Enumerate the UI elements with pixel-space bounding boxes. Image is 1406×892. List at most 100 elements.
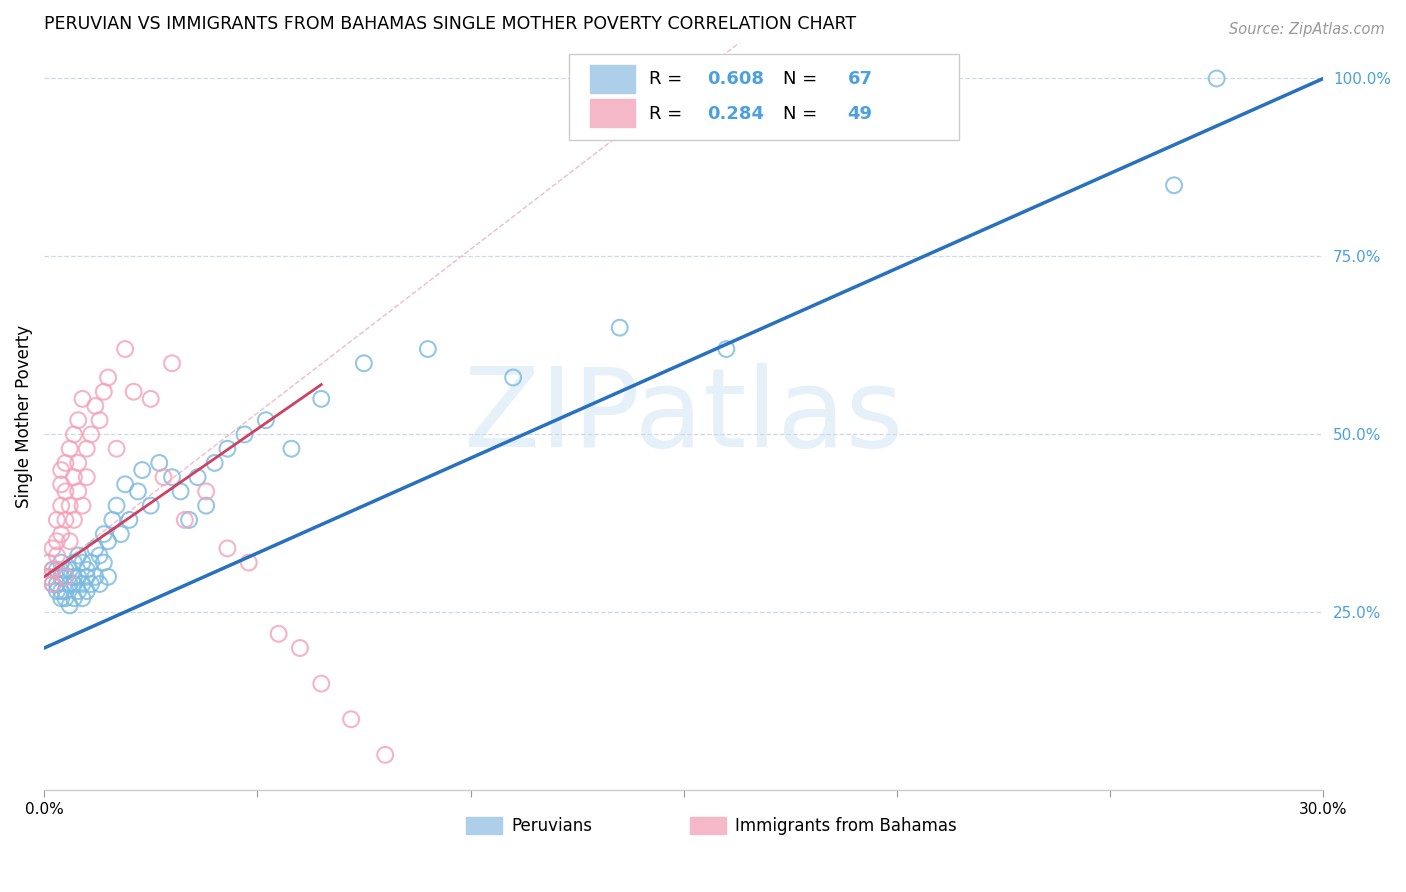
- Point: [353, 356, 375, 370]
- Point: [55, 513, 77, 527]
- Point: [139, 392, 162, 406]
- Point: [76, 563, 98, 577]
- Point: [169, 484, 191, 499]
- Point: [59, 577, 82, 591]
- Point: [41, 541, 63, 556]
- Point: [45, 577, 67, 591]
- Point: [72, 591, 94, 606]
- Point: [238, 556, 260, 570]
- Point: [45, 563, 67, 577]
- Point: [97, 534, 120, 549]
- Point: [93, 384, 115, 399]
- Point: [114, 477, 136, 491]
- Point: [80, 427, 103, 442]
- Point: [45, 534, 67, 549]
- Point: [148, 456, 170, 470]
- Point: [118, 513, 141, 527]
- Point: [93, 527, 115, 541]
- Point: [51, 570, 73, 584]
- Point: [84, 570, 107, 584]
- Text: 67: 67: [848, 70, 873, 87]
- Point: [51, 527, 73, 541]
- Point: [63, 577, 86, 591]
- Point: [41, 577, 63, 591]
- Point: [45, 584, 67, 599]
- Point: [59, 534, 82, 549]
- Point: [93, 556, 115, 570]
- Point: [41, 563, 63, 577]
- Point: [41, 577, 63, 591]
- Point: [374, 747, 396, 762]
- Point: [254, 413, 277, 427]
- Text: Peruvians: Peruvians: [510, 817, 592, 835]
- Point: [72, 392, 94, 406]
- Point: [101, 513, 124, 527]
- Point: [267, 627, 290, 641]
- Point: [177, 513, 200, 527]
- Point: [59, 499, 82, 513]
- Point: [72, 556, 94, 570]
- Text: 0.608: 0.608: [707, 70, 763, 87]
- Point: [37, 556, 59, 570]
- Point: [288, 641, 311, 656]
- Point: [45, 549, 67, 563]
- Point: [127, 484, 149, 499]
- Point: [139, 499, 162, 513]
- Point: [173, 513, 195, 527]
- Point: [80, 577, 103, 591]
- Point: [51, 463, 73, 477]
- Point: [152, 470, 174, 484]
- Point: [609, 320, 631, 334]
- Point: [51, 591, 73, 606]
- Point: [105, 499, 128, 513]
- Point: [195, 484, 218, 499]
- Point: [51, 584, 73, 599]
- Point: [89, 577, 111, 591]
- Point: [55, 584, 77, 599]
- Point: [67, 584, 90, 599]
- Point: [416, 342, 439, 356]
- Text: Source: ZipAtlas.com: Source: ZipAtlas.com: [1229, 22, 1385, 37]
- Point: [55, 591, 77, 606]
- Point: [37, 570, 59, 584]
- Point: [122, 384, 145, 399]
- Point: [105, 442, 128, 456]
- Point: [204, 456, 226, 470]
- Text: R =: R =: [650, 70, 688, 87]
- Point: [160, 470, 183, 484]
- Point: [63, 513, 86, 527]
- Point: [63, 570, 86, 584]
- Point: [67, 484, 90, 499]
- Point: [72, 499, 94, 513]
- Point: [67, 570, 90, 584]
- Point: [76, 584, 98, 599]
- Point: [59, 599, 82, 613]
- Text: N =: N =: [783, 70, 824, 87]
- Text: R =: R =: [650, 105, 688, 123]
- FancyBboxPatch shape: [467, 817, 502, 834]
- Text: ZIPatlas: ZIPatlas: [464, 363, 903, 470]
- Point: [1163, 178, 1185, 193]
- Point: [97, 370, 120, 384]
- Point: [59, 442, 82, 456]
- Point: [84, 541, 107, 556]
- Point: [72, 577, 94, 591]
- Point: [160, 356, 183, 370]
- Point: [114, 342, 136, 356]
- Text: PERUVIAN VS IMMIGRANTS FROM BAHAMAS SINGLE MOTHER POVERTY CORRELATION CHART: PERUVIAN VS IMMIGRANTS FROM BAHAMAS SING…: [44, 15, 856, 33]
- Point: [217, 442, 239, 456]
- Point: [340, 712, 363, 726]
- FancyBboxPatch shape: [568, 54, 959, 140]
- Point: [63, 470, 86, 484]
- Text: N =: N =: [783, 105, 824, 123]
- Point: [89, 549, 111, 563]
- Text: Immigrants from Bahamas: Immigrants from Bahamas: [735, 817, 956, 835]
- Point: [309, 392, 332, 406]
- FancyBboxPatch shape: [591, 64, 636, 93]
- Point: [502, 370, 524, 384]
- Point: [63, 427, 86, 442]
- Point: [195, 499, 218, 513]
- Text: 49: 49: [848, 105, 873, 123]
- Point: [187, 470, 209, 484]
- Point: [55, 484, 77, 499]
